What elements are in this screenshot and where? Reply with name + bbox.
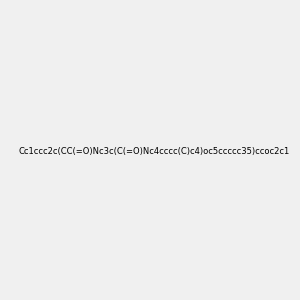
Text: Cc1ccc2c(CC(=O)Nc3c(C(=O)Nc4cccc(C)c4)oc5ccccc35)ccoc2c1: Cc1ccc2c(CC(=O)Nc3c(C(=O)Nc4cccc(C)c4)oc… [18, 147, 290, 156]
